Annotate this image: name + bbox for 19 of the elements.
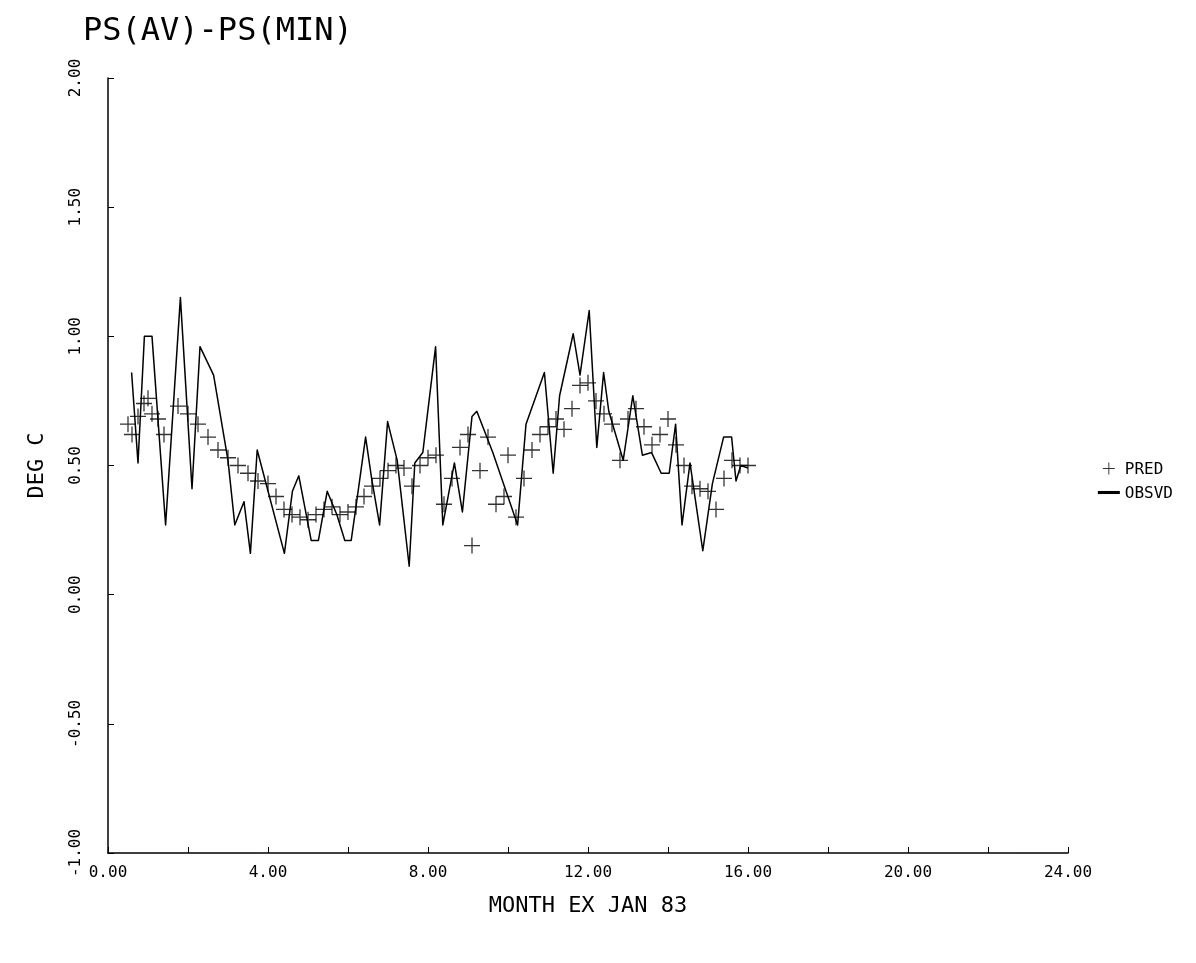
x-tick-label: 16.00 [723,861,773,881]
y-tick-label: -0.50 [64,699,84,748]
x-tick-label: 8.00 [408,861,448,881]
y-tick-label: 1.50 [64,187,84,227]
x-tick-label: 4.00 [248,861,288,881]
y-tick-label: 0.00 [64,575,84,614]
x-tick-label: 12.00 [563,861,613,881]
y-tick-label: -1.00 [64,828,84,878]
x-tick-label: 0.00 [88,861,128,881]
y-tick-label: 2.00 [64,58,84,98]
x-axis-title: MONTH EX JAN 83 [488,891,688,917]
legend-label: OBSVD [1124,483,1174,502]
y-tick-label: 0.50 [64,446,84,485]
chart-title: PS(AV)-PS(MIN) [83,10,353,48]
legend-label: PRED [1124,459,1164,478]
y-axis-title: DEG C [22,432,48,499]
x-tick-label: 20.00 [883,861,933,881]
y-tick-label: 1.00 [64,317,84,356]
x-tick-label: 24.00 [1043,861,1093,881]
